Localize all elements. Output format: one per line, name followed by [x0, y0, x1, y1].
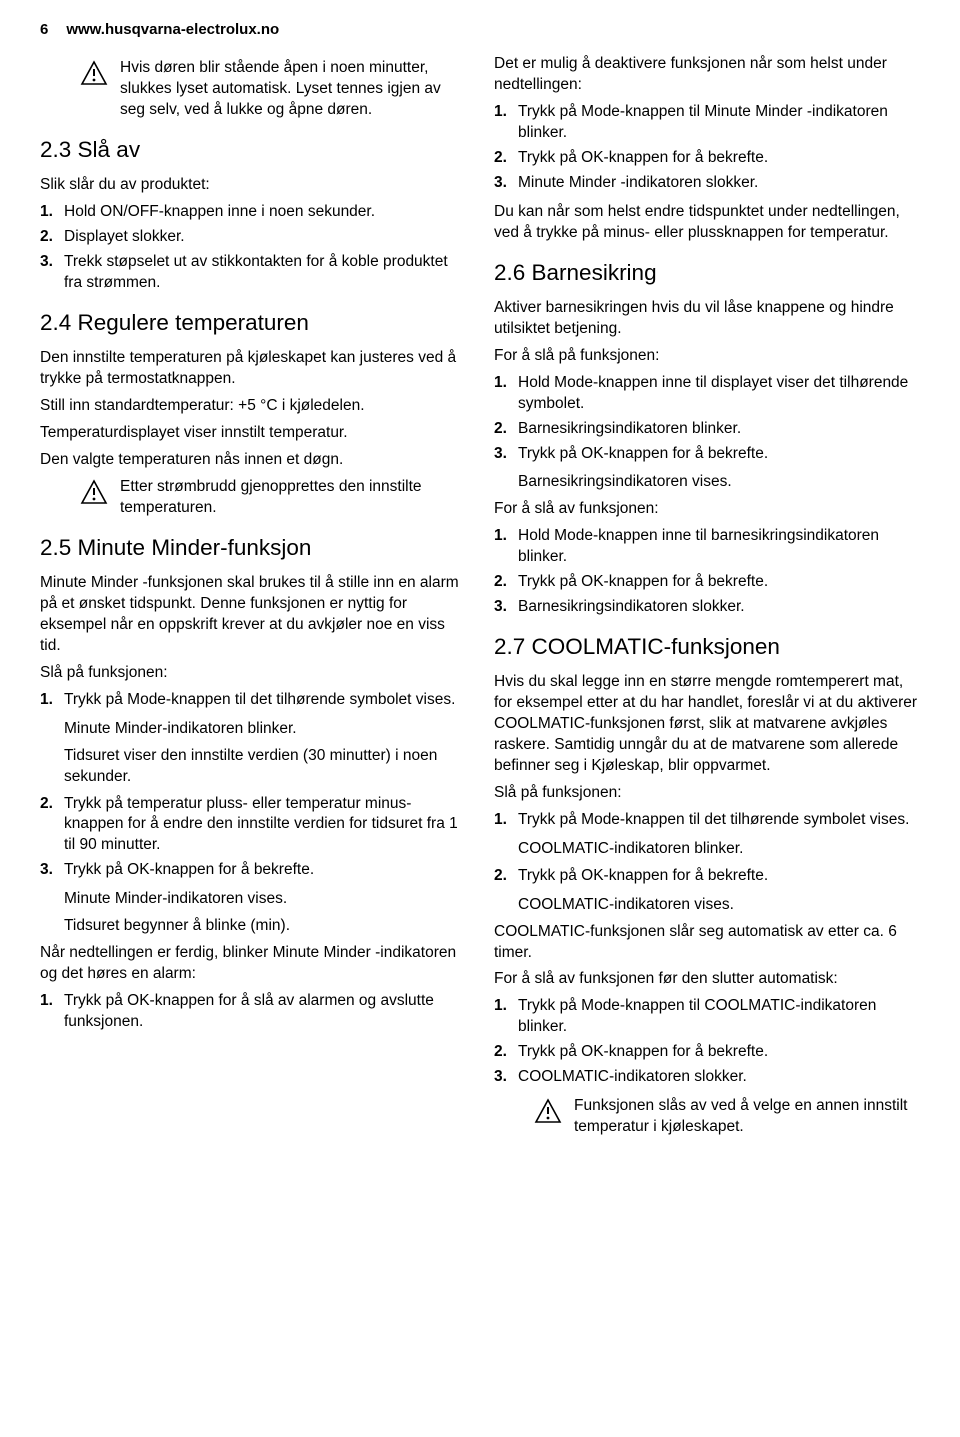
list-item: 3.Trekk støpselet ut av stikkontakten fo…	[40, 252, 466, 294]
sub-paragraph: Tidsuret begynner å blinke (min).	[40, 916, 466, 937]
paragraph: Det er mulig å deaktivere funksjonen når…	[494, 54, 920, 96]
sub-paragraph: COOLMATIC-indikatoren blinker.	[494, 839, 920, 860]
warning-text: Hvis døren blir stående åpen i noen minu…	[120, 58, 466, 121]
paragraph: For å slå av funksjonen:	[494, 499, 920, 520]
paragraph: For å slå av funksjonen før den slutter …	[494, 969, 920, 990]
two-column-layout: Hvis døren blir stående åpen i noen minu…	[40, 54, 920, 1152]
paragraph: Slik slår du av produktet:	[40, 175, 466, 196]
warning-icon	[534, 1098, 562, 1131]
warning-box-3: Funksjonen slås av ved å velge en annen …	[494, 1096, 920, 1138]
paragraph: Aktiver barnesikringen hvis du vil låse …	[494, 298, 920, 340]
heading-2-3: 2.3 Slå av	[40, 135, 466, 165]
page-number: 6	[40, 20, 48, 40]
paragraph: Den valgte temperaturen nås innen et døg…	[40, 450, 466, 471]
warning-icon	[80, 60, 108, 93]
list-item: 1.Hold ON/OFF-knappen inne i noen sekund…	[40, 202, 466, 223]
warning-icon	[80, 479, 108, 512]
warning-text: Funksjonen slås av ved å velge en annen …	[574, 1096, 920, 1138]
paragraph: COOLMATIC-funksjonen slår seg automatisk…	[494, 922, 920, 964]
ordered-list: 1.Hold Mode-knappen inne til displayet v…	[494, 373, 920, 465]
paragraph: Still inn standardtemperatur: +5 °C i kj…	[40, 396, 466, 417]
sub-paragraph: COOLMATIC-indikatoren vises.	[494, 895, 920, 916]
list-item: 1.Trykk på Mode-knappen til det tilhøren…	[40, 690, 466, 711]
list-item: 2.Trykk på temperatur pluss- eller tempe…	[40, 794, 466, 857]
sub-paragraph: Barnesikringsindikatoren vises.	[494, 472, 920, 493]
list-item: 1.Trykk på OK-knappen for å slå av alarm…	[40, 991, 466, 1033]
sub-paragraph: Tidsuret viser den innstilte verdien (30…	[40, 746, 466, 788]
ordered-list: 2.Trykk på OK-knappen for å bekrefte.	[494, 866, 920, 887]
paragraph: Du kan når som helst endre tidspunktet u…	[494, 202, 920, 244]
list-item: 3.Trykk på OK-knappen for å bekrefte.	[40, 860, 466, 881]
heading-2-7: 2.7 COOLMATIC-funksjonen	[494, 632, 920, 662]
paragraph: Temperaturdisplayet viser innstilt tempe…	[40, 423, 466, 444]
list-item: 1.Hold Mode-knappen inne til barnesikrin…	[494, 526, 920, 568]
paragraph: Den innstilte temperaturen på kjøleskape…	[40, 348, 466, 390]
paragraph: Slå på funksjonen:	[40, 663, 466, 684]
ordered-list: 2.Trykk på temperatur pluss- eller tempe…	[40, 794, 466, 882]
heading-2-5: 2.5 Minute Minder-funksjon	[40, 533, 466, 563]
list-item: 2.Trykk på OK-knappen for å bekrefte.	[494, 866, 920, 887]
ordered-list: 1.Trykk på Mode-knappen til COOLMATIC-in…	[494, 996, 920, 1088]
ordered-list: 1.Trykk på OK-knappen for å slå av alarm…	[40, 991, 466, 1033]
sub-paragraph: Minute Minder-indikatoren blinker.	[40, 719, 466, 740]
list-item: 1.Trykk på Mode-knappen til det tilhøren…	[494, 810, 920, 831]
heading-2-4: 2.4 Regulere temperaturen	[40, 308, 466, 338]
list-item: 2.Barnesikringsindikatoren blinker.	[494, 419, 920, 440]
ordered-list: 1.Trykk på Mode-knappen til Minute Minde…	[494, 102, 920, 194]
list-item: 3.Barnesikringsindikatoren slokker.	[494, 597, 920, 618]
ordered-list: 1.Trykk på Mode-knappen til det tilhøren…	[40, 690, 466, 711]
column-right: Det er mulig å deaktivere funksjonen når…	[494, 54, 920, 1152]
page-url: www.husqvarna-electrolux.no	[66, 20, 279, 40]
list-item: 2.Displayet slokker.	[40, 227, 466, 248]
list-item: 1.Trykk på Mode-knappen til COOLMATIC-in…	[494, 996, 920, 1038]
ordered-list: 1.Hold Mode-knappen inne til barnesikrin…	[494, 526, 920, 618]
paragraph: Minute Minder -funksjonen skal brukes ti…	[40, 573, 466, 657]
list-item: 2.Trykk på OK-knappen for å bekrefte.	[494, 572, 920, 593]
list-item: 2.Trykk på OK-knappen for å bekrefte.	[494, 1042, 920, 1063]
list-item: 1.Trykk på Mode-knappen til Minute Minde…	[494, 102, 920, 144]
warning-box-1: Hvis døren blir stående åpen i noen minu…	[40, 58, 466, 121]
warning-text: Etter strømbrudd gjenopprettes den innst…	[120, 477, 466, 519]
paragraph: Hvis du skal legge inn en større mengde …	[494, 672, 920, 777]
ordered-list: 1.Hold ON/OFF-knappen inne i noen sekund…	[40, 202, 466, 294]
paragraph: For å slå på funksjonen:	[494, 346, 920, 367]
list-item: 3.Minute Minder -indikatoren slokker.	[494, 173, 920, 194]
list-item: 1.Hold Mode-knappen inne til displayet v…	[494, 373, 920, 415]
list-item: 3.COOLMATIC-indikatoren slokker.	[494, 1067, 920, 1088]
page-header: 6 www.husqvarna-electrolux.no	[40, 20, 920, 40]
list-item: 3.Trykk på OK-knappen for å bekrefte.	[494, 444, 920, 465]
list-item: 2.Trykk på OK-knappen for å bekrefte.	[494, 148, 920, 169]
paragraph: Når nedtellingen er ferdig, blinker Minu…	[40, 943, 466, 985]
paragraph: Slå på funksjonen:	[494, 783, 920, 804]
ordered-list: 1.Trykk på Mode-knappen til det tilhøren…	[494, 810, 920, 831]
heading-2-6: 2.6 Barnesikring	[494, 258, 920, 288]
warning-box-2: Etter strømbrudd gjenopprettes den innst…	[40, 477, 466, 519]
column-left: Hvis døren blir stående åpen i noen minu…	[40, 54, 466, 1152]
sub-paragraph: Minute Minder-indikatoren vises.	[40, 889, 466, 910]
